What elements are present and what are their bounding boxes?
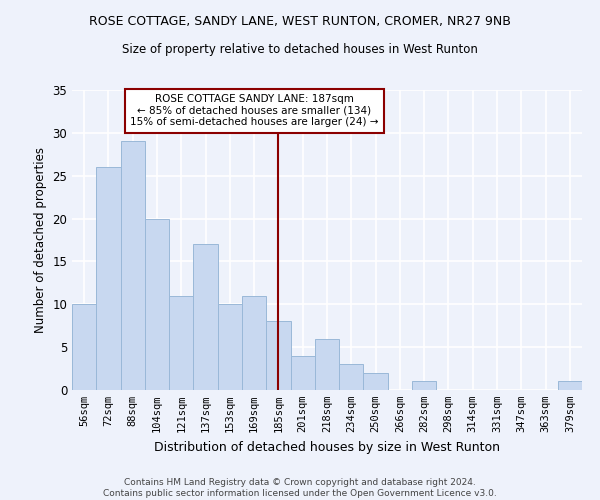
Bar — [169, 296, 193, 390]
Text: ROSE COTTAGE SANDY LANE: 187sqm
← 85% of detached houses are smaller (134)
15% o: ROSE COTTAGE SANDY LANE: 187sqm ← 85% of… — [130, 94, 379, 128]
Bar — [364, 373, 388, 390]
Bar — [121, 142, 145, 390]
Bar — [412, 382, 436, 390]
Y-axis label: Number of detached properties: Number of detached properties — [34, 147, 47, 333]
Bar — [193, 244, 218, 390]
Bar — [266, 322, 290, 390]
Bar — [72, 304, 96, 390]
Bar — [96, 167, 121, 390]
Text: ROSE COTTAGE, SANDY LANE, WEST RUNTON, CROMER, NR27 9NB: ROSE COTTAGE, SANDY LANE, WEST RUNTON, C… — [89, 15, 511, 28]
Bar — [558, 382, 582, 390]
X-axis label: Distribution of detached houses by size in West Runton: Distribution of detached houses by size … — [154, 440, 500, 454]
Text: Size of property relative to detached houses in West Runton: Size of property relative to detached ho… — [122, 42, 478, 56]
Bar — [315, 338, 339, 390]
Bar — [242, 296, 266, 390]
Bar — [145, 218, 169, 390]
Bar — [290, 356, 315, 390]
Text: Contains HM Land Registry data © Crown copyright and database right 2024.
Contai: Contains HM Land Registry data © Crown c… — [103, 478, 497, 498]
Bar — [218, 304, 242, 390]
Bar — [339, 364, 364, 390]
